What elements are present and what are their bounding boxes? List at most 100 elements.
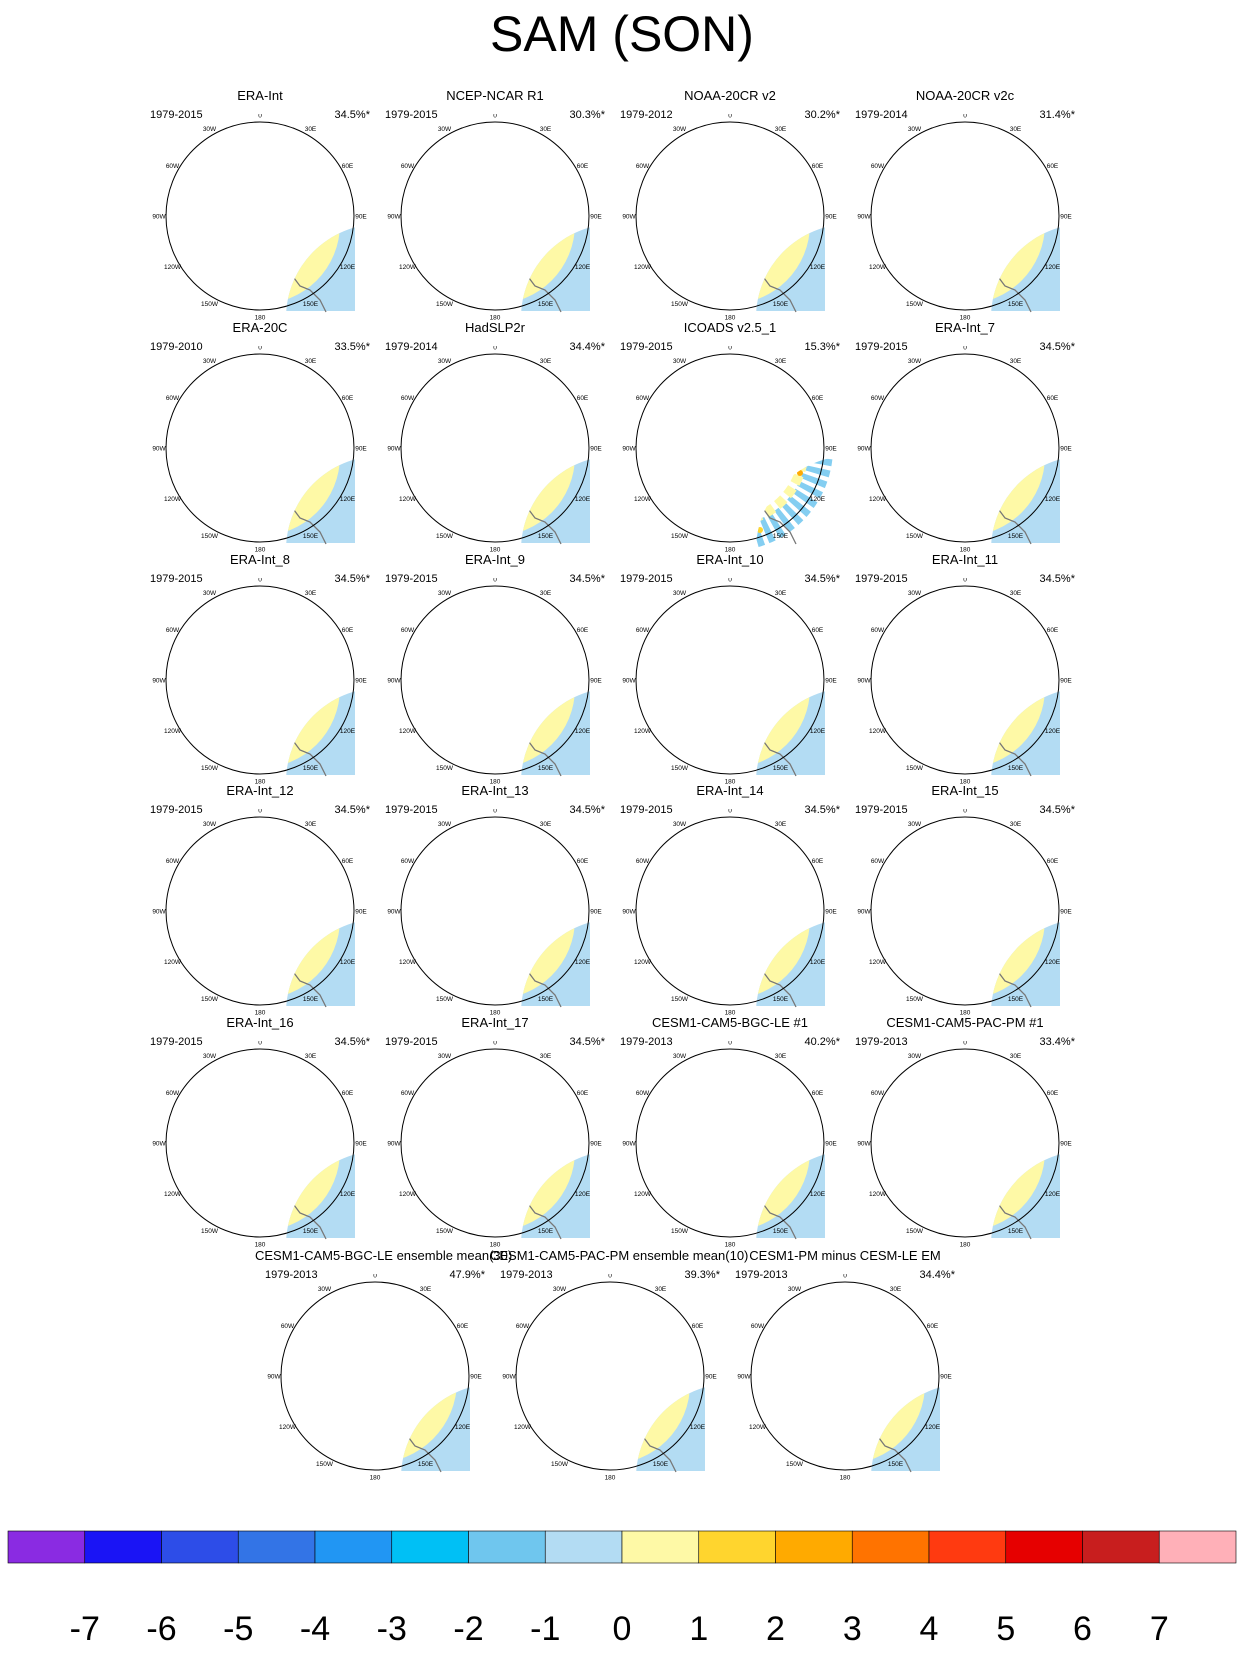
map-panel: CESM1-CAM5-BGC-LE ensemble mean(30) 1979-… xyxy=(255,1248,513,1483)
negative-region xyxy=(401,1384,405,1426)
positive-spot xyxy=(536,1416,544,1424)
longitude-label: 30W xyxy=(203,1053,217,1060)
longitude-label: 120E xyxy=(810,496,826,503)
new-zealand-coastline xyxy=(732,272,742,296)
longitude-label: 90W xyxy=(857,213,871,220)
data-spot xyxy=(797,470,803,476)
longitude-label: 0 xyxy=(843,1274,847,1279)
positive-max xyxy=(216,732,280,752)
longitude-label: 180 xyxy=(605,1474,616,1481)
positive-region xyxy=(286,919,340,999)
longitude-label: 150E xyxy=(538,533,554,540)
longitude-label: 90E xyxy=(1060,1140,1072,1147)
longitude-label: 60W xyxy=(166,627,180,634)
negative-1 xyxy=(521,1151,547,1197)
positive-max-east xyxy=(766,1151,794,1167)
positive-region xyxy=(991,224,1045,304)
positive-region xyxy=(756,919,810,999)
new-zealand-coastline xyxy=(612,1432,622,1456)
map-panel: ERA-Int 1979-2015 34.5%* 0 30E 60E 90E 120E 150E… xyxy=(140,88,380,323)
negative-4 xyxy=(917,1137,961,1177)
longitude-label: 90W xyxy=(387,677,401,684)
panel-variance: 34.5%* xyxy=(334,109,370,121)
negative-5 xyxy=(688,684,712,708)
longitude-label: 180 xyxy=(960,546,971,553)
panel-variance: 30.3%* xyxy=(569,109,605,121)
map-border xyxy=(400,816,590,1006)
negative-3 xyxy=(286,224,290,258)
longitude-label: 90W xyxy=(152,1140,166,1147)
negative-3 xyxy=(991,1151,995,1185)
colorbar-tick-label: -5 xyxy=(223,1610,253,1648)
panel-title: NCEP-NCAR R1 xyxy=(446,88,544,103)
map-border xyxy=(870,585,1060,775)
new-zealand-coastline xyxy=(732,1199,742,1223)
longitude-label: 90W xyxy=(857,445,871,452)
longitude-label: 90E xyxy=(355,213,367,220)
negative-5 xyxy=(688,220,712,244)
negative-3 xyxy=(991,224,995,258)
negative-1 xyxy=(756,224,782,270)
antarctica-coastline xyxy=(756,456,771,479)
longitude-label: 30W xyxy=(203,590,217,597)
longitude-label: 150E xyxy=(303,765,319,772)
longitude-label: 150E xyxy=(653,1461,669,1468)
longitude-label: 30E xyxy=(540,1053,552,1060)
longitude-label: 30W xyxy=(673,590,687,597)
negative-5 xyxy=(218,1147,242,1171)
map-panel: ERA-Int_8 1979-2015 34.5%* 0 30E 60E 90E 120E 15… xyxy=(140,552,380,787)
longitude-label: 60W xyxy=(401,395,415,402)
longitude-label: 150E xyxy=(773,533,789,540)
negative-core xyxy=(349,1392,373,1412)
map-panel: ICOADS v2.5_1 1979-2015 15.3%* 0 30E 60E 90E 12… xyxy=(610,320,850,555)
longitude-label: 60E xyxy=(1047,627,1059,634)
negative-5 xyxy=(218,452,242,476)
polar-map: 0 30E 60E 90E 120E 150E 180 150W 120W 90W 60W 30W xyxy=(152,578,367,785)
negative-1 xyxy=(991,456,1017,502)
antarctica-coastline xyxy=(991,456,1006,479)
positive-region xyxy=(521,919,575,999)
longitude-label: 90W xyxy=(387,908,401,915)
longitude-label: 30E xyxy=(420,1286,432,1293)
map-panel: ERA-Int_9 1979-2015 34.5%* 0 30E 60E 90E 120E 15… xyxy=(375,552,615,787)
polar-map: 0 30E 60E 90E 120E 150E 180 150W 120W 90W 60W 30W xyxy=(387,1041,602,1248)
negative-1 xyxy=(286,224,312,270)
longitude-label: 0 xyxy=(728,1041,732,1046)
colorbar-tick-label: 7 xyxy=(1150,1610,1169,1648)
longitude-label: 180 xyxy=(960,1241,971,1248)
longitude-label: 30E xyxy=(1010,126,1022,133)
map-panel: ERA-Int_14 1979-2015 34.5%* 0 30E 60E 90E 120E 1… xyxy=(610,783,850,1018)
negative-4 xyxy=(682,1137,726,1177)
longitude-label: 30E xyxy=(305,358,317,365)
map-border xyxy=(635,353,825,543)
longitude-label: 60E xyxy=(342,163,354,170)
new-zealand-coastline xyxy=(377,1432,387,1456)
map-panel: CESM1-CAM5-BGC-LE #1 1979-2013 40.2%* 0 30E 6… xyxy=(610,1015,850,1250)
negative-3 xyxy=(521,1151,525,1185)
panel-title: CESM1-CAM5-BGC-LE ensemble mean(30) xyxy=(255,1248,513,1263)
panel-title: ERA-Int_8 xyxy=(230,552,290,567)
new-zealand-coastline xyxy=(967,1199,977,1223)
map-panel: ERA-Int_11 1979-2015 34.5%* 0 30E 60E 90E 120E 1… xyxy=(845,552,1085,787)
longitude-label: 180 xyxy=(490,1009,501,1016)
negative-core xyxy=(795,1382,843,1422)
negative-5 xyxy=(218,684,242,708)
longitude-label: 90E xyxy=(355,1140,367,1147)
positive-max xyxy=(921,963,985,983)
longitude-label: 60W xyxy=(636,395,650,402)
negative-2 xyxy=(991,688,1007,728)
longitude-label: 120E xyxy=(340,959,356,966)
panel-period: 1979-2013 xyxy=(855,1036,908,1048)
longitude-label: 180 xyxy=(725,1009,736,1016)
polar-map: 0 30E 60E 90E 120E 150E 180 150W 120W 90W 60W 30W xyxy=(857,809,1072,1016)
longitude-label: 150W xyxy=(436,533,454,540)
longitude-label: 180 xyxy=(725,314,736,321)
longitude-label: 150E xyxy=(1008,765,1024,772)
panel-variance: 47.9%* xyxy=(449,1269,485,1281)
longitude-label: 120E xyxy=(340,496,356,503)
negative-region xyxy=(871,1384,875,1438)
positive-region xyxy=(521,688,575,768)
antarctica-coastline xyxy=(286,456,301,479)
map-panel: NCEP-NCAR R1 1979-2015 30.3%* 0 30E 60E 90E 120… xyxy=(375,88,615,323)
longitude-label: 60W xyxy=(166,1090,180,1097)
